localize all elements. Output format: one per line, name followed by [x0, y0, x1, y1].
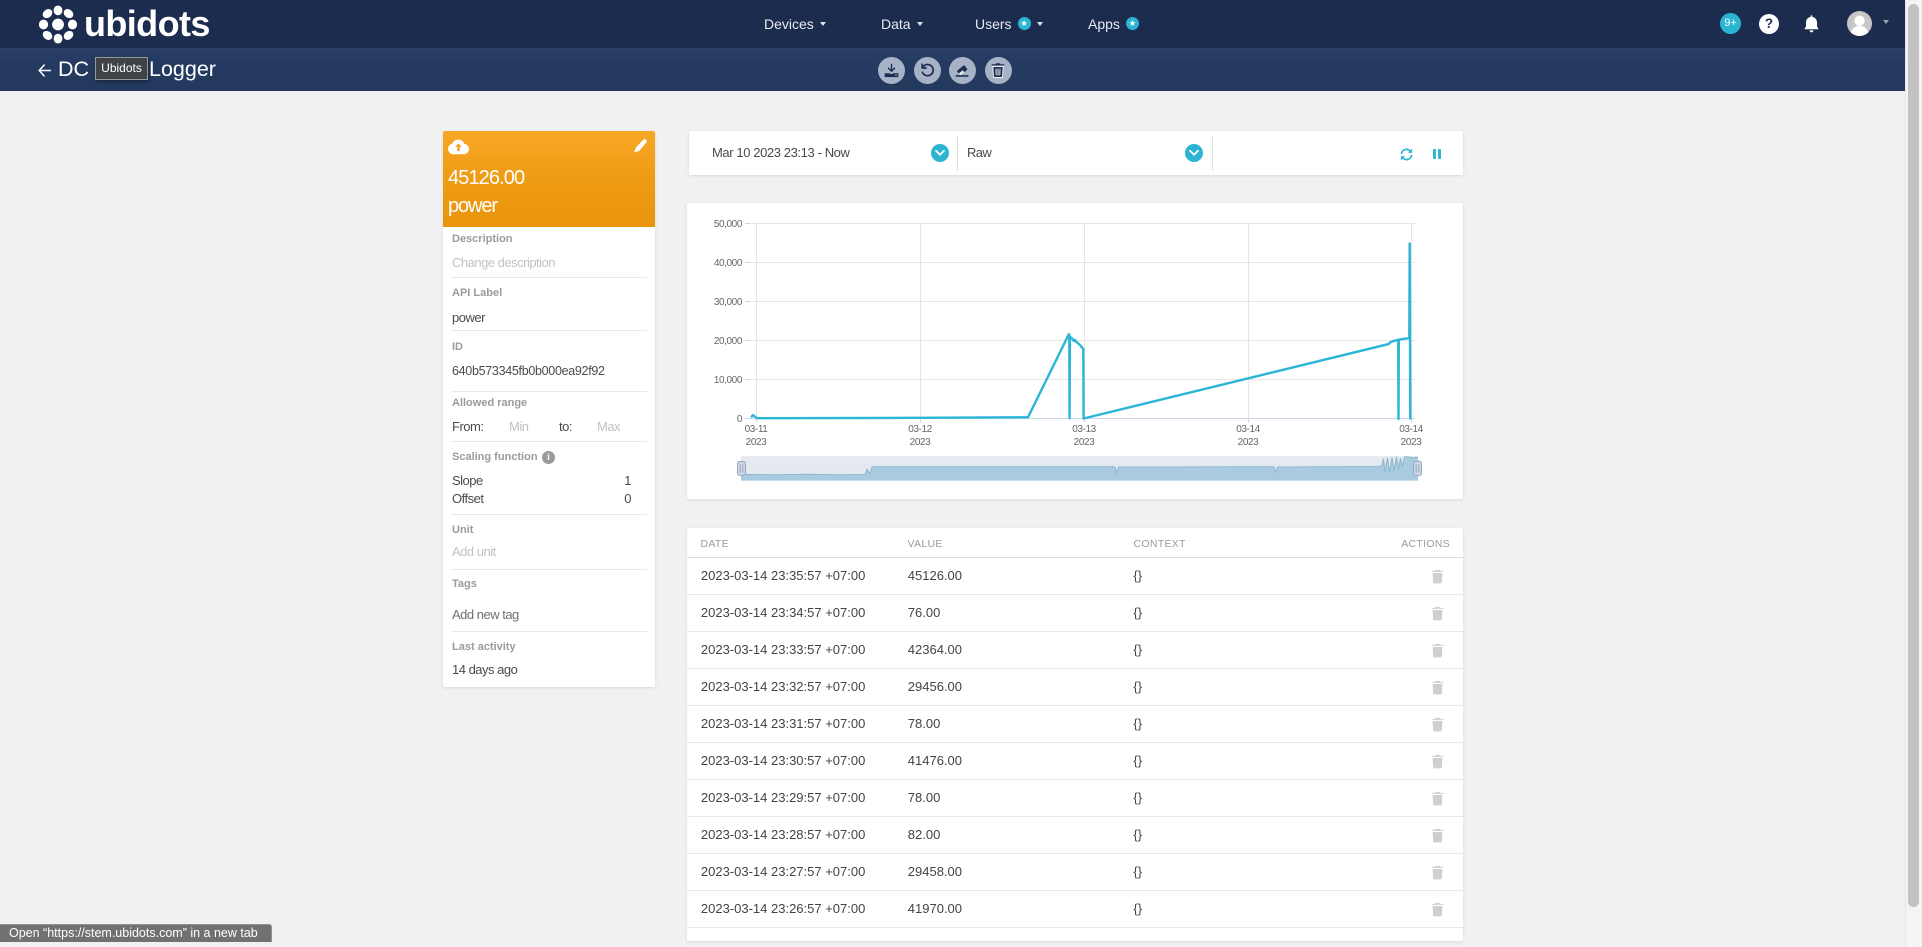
svg-text:2023: 2023: [746, 437, 767, 448]
svg-text:03-11: 03-11: [745, 424, 769, 435]
svg-text:2023: 2023: [1074, 437, 1095, 448]
svg-text:2023: 2023: [910, 437, 931, 448]
svg-text:2023: 2023: [1401, 437, 1422, 448]
svg-text:03-13: 03-13: [1072, 424, 1096, 435]
svg-text:2023: 2023: [1238, 437, 1259, 448]
svg-text:20,000: 20,000: [714, 336, 743, 347]
svg-text:03-14: 03-14: [1399, 424, 1423, 435]
svg-text:40,000: 40,000: [714, 258, 743, 269]
svg-text:10,000: 10,000: [714, 375, 743, 386]
svg-text:03-12: 03-12: [908, 424, 932, 435]
svg-text:03-14: 03-14: [1236, 424, 1260, 435]
svg-text:0: 0: [737, 414, 743, 425]
svg-text:50,000: 50,000: [714, 219, 743, 230]
svg-text:30,000: 30,000: [714, 297, 743, 308]
